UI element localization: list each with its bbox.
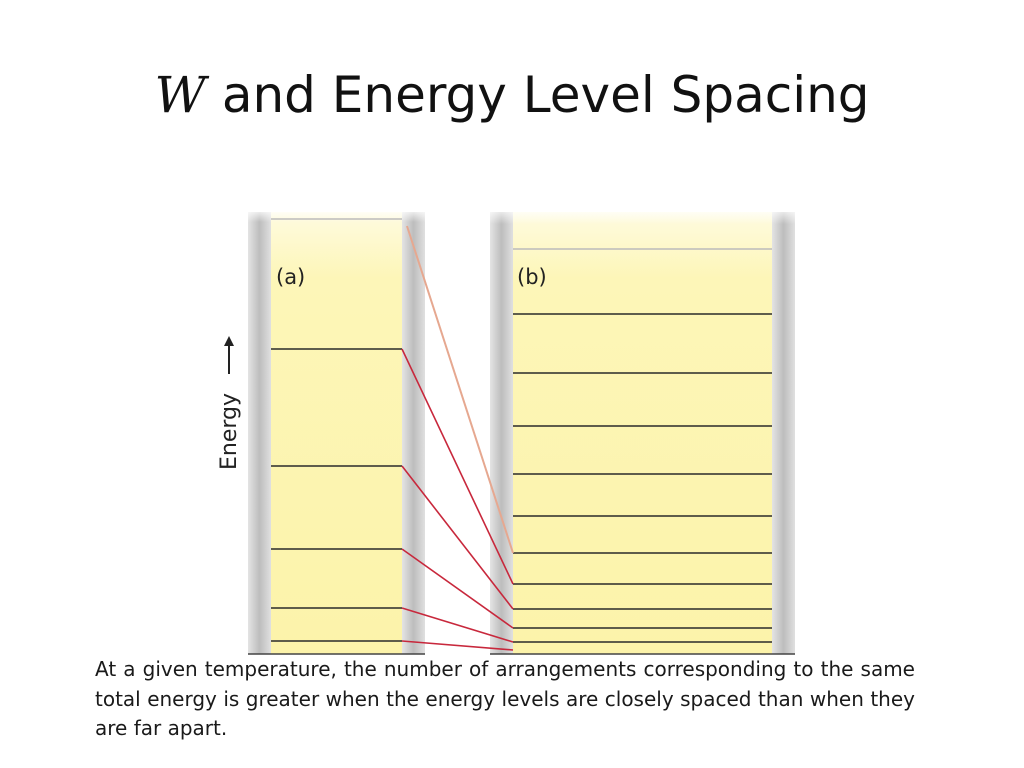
title-symbol: W <box>154 66 205 124</box>
panel-b: (b) <box>490 206 795 654</box>
energy-axis: Energy <box>217 336 242 470</box>
connector-line <box>401 548 514 629</box>
panel-a-column <box>271 212 402 654</box>
connector-line <box>406 225 514 554</box>
connector-line <box>401 640 514 651</box>
panel-b-top-fade <box>490 206 795 224</box>
energy-axis-label: Energy <box>217 393 242 470</box>
title-text: and Energy Level Spacing <box>221 66 870 124</box>
arrow-up-icon <box>224 336 234 346</box>
panel-a-left-bar <box>248 212 271 654</box>
connector-line <box>401 465 514 610</box>
panel-a: (a) <box>248 208 425 654</box>
connector-lines <box>401 225 514 651</box>
connector-line <box>401 348 514 585</box>
panel-b-right-bar <box>772 212 795 654</box>
panel-b-label: (b) <box>517 265 547 289</box>
connector-line <box>401 607 514 643</box>
panel-a-label: (a) <box>276 265 305 289</box>
panel-b-left-bar <box>490 212 513 654</box>
panel-a-top-fade <box>248 208 425 222</box>
panel-a-right-bar <box>402 212 425 654</box>
panel-b-column <box>513 212 772 654</box>
caption: At a given temperature, the number of ar… <box>95 657 915 740</box>
